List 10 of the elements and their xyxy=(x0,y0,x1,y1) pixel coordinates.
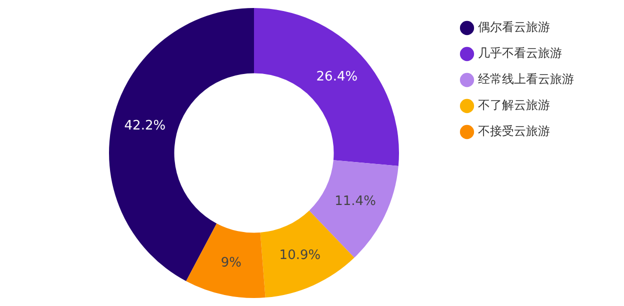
legend-label: 不接受云旅游 xyxy=(478,124,550,138)
data-label: 10.9% xyxy=(279,248,321,263)
legend-label: 几乎不看云旅游 xyxy=(478,46,562,60)
data-label: 42.2% xyxy=(124,118,166,134)
legend-label: 偶尔看云旅游 xyxy=(478,20,550,34)
legend-label: 不了解云旅游 xyxy=(478,98,550,112)
data-label: 9% xyxy=(220,255,242,270)
data-label: 11.4% xyxy=(334,194,376,210)
data-label: 26.4% xyxy=(316,70,358,85)
legend-label: 经常线上看云旅游 xyxy=(478,72,574,86)
